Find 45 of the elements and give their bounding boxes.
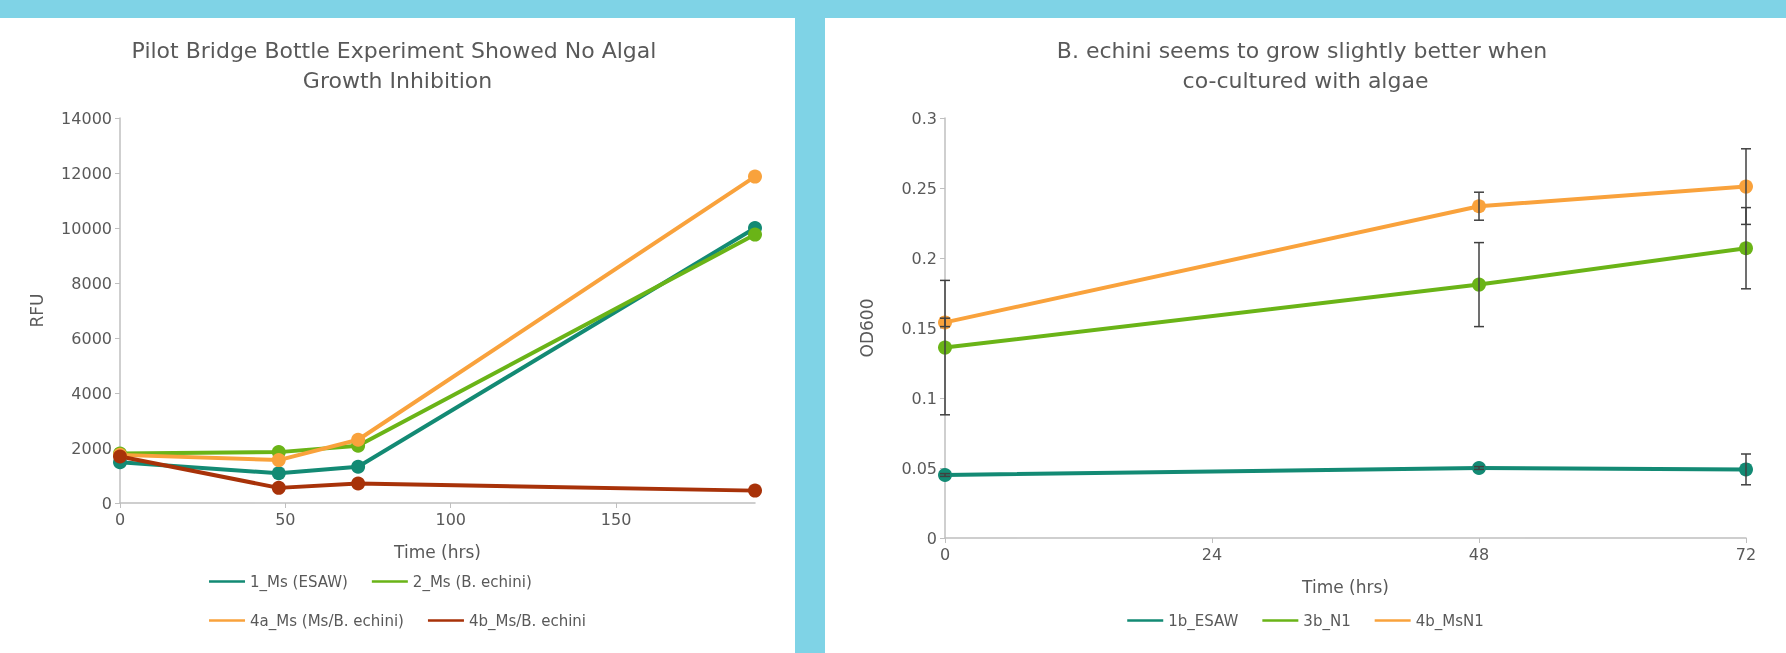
y-tick-label: 6000 xyxy=(71,328,112,348)
x-axis-title: Time (hrs) xyxy=(393,541,481,562)
y-tick-label: 0.05 xyxy=(901,458,937,478)
point xyxy=(748,483,762,498)
chart-title: B. echini seems to grow slightly better when co-cultured with algae xyxy=(1056,37,1555,93)
chart-title: Pilot Bridge Bottle Experiment Showed No Algal Growth Inhibition xyxy=(131,37,664,93)
x-axis-title: Time (hrs) xyxy=(1301,576,1389,597)
x-tick-label: 100 xyxy=(435,509,466,529)
y-tick-label: 4000 xyxy=(71,383,112,403)
y-tick-label: 0 xyxy=(101,493,112,513)
point xyxy=(351,476,366,491)
y-tick-label: 14000 xyxy=(61,108,112,128)
y-axis-title: RFU xyxy=(26,293,47,328)
y-axis-title: OD600 xyxy=(856,298,877,358)
y-tick-label: 0.1 xyxy=(911,388,937,408)
x-tick-label: 72 xyxy=(1735,544,1757,564)
x-tick-label: 150 xyxy=(600,509,632,529)
y-tick-label: 0.3 xyxy=(911,108,937,128)
point xyxy=(271,466,286,481)
legend-label: 1b_ESAW xyxy=(1168,611,1239,631)
point xyxy=(748,169,762,184)
x-tick-label: 0 xyxy=(114,509,126,529)
legend-label: 1_Ms (ESAW) xyxy=(250,572,348,592)
legend-label: 2_Ms (B. echini) xyxy=(412,572,532,592)
legend-label: 4b_MsN1 xyxy=(1415,611,1484,631)
y-tick-label: 0.15 xyxy=(901,318,937,338)
x-tick-label: 24 xyxy=(1201,544,1223,564)
y-tick-label: 2000 xyxy=(71,438,112,458)
point xyxy=(351,459,366,474)
point xyxy=(271,480,286,495)
y-tick-label: 0.2 xyxy=(911,248,937,268)
point xyxy=(748,227,762,242)
y-tick-label: 12000 xyxy=(61,163,112,183)
point xyxy=(351,432,366,447)
legend-label: 4b_Ms/B. echini xyxy=(468,611,586,631)
point xyxy=(271,453,286,468)
legend-label: 3b_N1 xyxy=(1303,611,1351,631)
x-tick-label: 0 xyxy=(939,544,951,564)
x-tick-label: 50 xyxy=(275,509,296,529)
legend-label: 4a_Ms (Ms/B. echini) xyxy=(250,611,404,631)
y-tick-label: 0.25 xyxy=(901,178,937,198)
y-tick-label: 10000 xyxy=(61,218,112,238)
y-tick-label: 0 xyxy=(926,528,937,548)
x-tick-label: 48 xyxy=(1468,544,1490,564)
y-tick-label: 8000 xyxy=(71,273,112,293)
